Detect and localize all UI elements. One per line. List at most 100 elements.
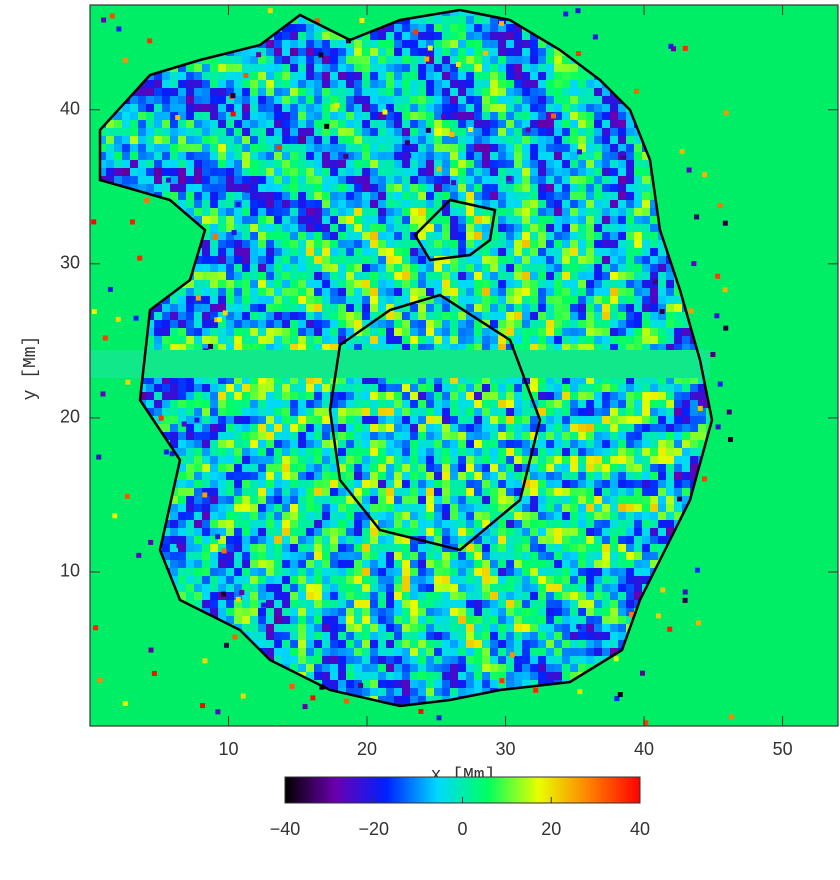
texture-cell: [146, 128, 154, 136]
texture-cell: [250, 232, 258, 240]
texture-cell: [154, 176, 162, 184]
texture-cell: [562, 128, 570, 136]
texture-cell: [250, 136, 258, 144]
texture-cell: [578, 336, 586, 344]
texture-cell: [194, 88, 202, 96]
texture-cell: [314, 192, 322, 200]
texture-cell: [338, 440, 346, 448]
texture-cell: [146, 80, 154, 88]
texture-cell: [570, 80, 578, 88]
texture-cell: [418, 400, 426, 408]
texture-cell: [658, 448, 666, 456]
texture-cell: [394, 400, 402, 408]
texture-cell: [626, 448, 634, 456]
texture-cell: [282, 128, 290, 136]
texture-cell: [618, 320, 626, 328]
texture-cell: [410, 200, 418, 208]
texture-cell: [434, 400, 442, 408]
texture-cell: [570, 392, 578, 400]
texture-cell: [594, 272, 602, 280]
texture-cell: [306, 168, 314, 176]
texture-cell: [282, 136, 290, 144]
texture-cell: [370, 64, 378, 72]
texture-cell: [410, 408, 418, 416]
texture-cell: [354, 464, 362, 472]
texture-cell: [490, 264, 498, 272]
texture-cell: [506, 224, 514, 232]
texture-cell: [450, 136, 458, 144]
texture-cell: [170, 72, 178, 80]
texture-cell: [474, 448, 482, 456]
texture-cell: [314, 224, 322, 232]
texture-cell: [594, 440, 602, 448]
texture-cell: [202, 144, 210, 152]
texture-cell: [530, 56, 538, 64]
texture-cell: [266, 312, 274, 320]
texture-cell: [282, 384, 290, 392]
texture-cell: [290, 400, 298, 408]
texture-cell: [338, 120, 346, 128]
texture-cell: [578, 72, 586, 80]
texture-cell: [258, 432, 266, 440]
texture-cell: [650, 216, 658, 224]
texture-cell: [130, 128, 138, 136]
texture-cell: [338, 64, 346, 72]
texture-cell: [554, 200, 562, 208]
texture-cell: [466, 168, 474, 176]
texture-cell: [314, 96, 322, 104]
texture-cell: [482, 40, 490, 48]
texture-cell: [602, 200, 610, 208]
texture-cell: [570, 296, 578, 304]
texture-cell: [466, 216, 474, 224]
texture-cell: [282, 104, 290, 112]
texture-cell: [610, 184, 618, 192]
texture-cell: [130, 120, 138, 128]
texture-cell: [274, 432, 282, 440]
texture-cell: [426, 240, 434, 248]
texture-cell: [362, 416, 370, 424]
texture-cell: [194, 480, 202, 488]
texture-cell: [586, 456, 594, 464]
texture-cell: [306, 120, 314, 128]
texture-cell: [354, 104, 362, 112]
texture-cell: [362, 408, 370, 416]
texture-cell: [578, 160, 586, 168]
texture-cell: [234, 288, 242, 296]
texture-cell: [530, 208, 538, 216]
texture-cell: [418, 160, 426, 168]
texture-cell: [314, 120, 322, 128]
texture-cell: [242, 200, 250, 208]
texture-cell: [226, 464, 234, 472]
texture-cell: [218, 152, 226, 160]
texture-cell: [226, 392, 234, 400]
texture-cell: [178, 192, 186, 200]
texture-cell: [554, 96, 562, 104]
texture-cell: [458, 160, 466, 168]
texture-cell: [482, 384, 490, 392]
texture-cell: [498, 312, 506, 320]
texture-cell: [218, 200, 226, 208]
texture-cell: [674, 408, 682, 416]
texture-cell: [554, 136, 562, 144]
texture-cell: [586, 128, 594, 136]
texture-cell: [210, 128, 218, 136]
texture-cell: [538, 448, 546, 456]
texture-cell: [442, 176, 450, 184]
texture-cell: [338, 448, 346, 456]
texture-cell: [514, 296, 522, 304]
texture-cell: [218, 448, 226, 456]
texture-cell: [162, 184, 170, 192]
texture-cell: [450, 40, 458, 48]
texture-cell: [250, 216, 258, 224]
texture-cell: [306, 96, 314, 104]
texture-cell: [274, 408, 282, 416]
texture-cell: [594, 464, 602, 472]
texture-cell: [330, 64, 338, 72]
texture-cell: [370, 488, 378, 496]
texture-cell: [594, 320, 602, 328]
texture-cell: [546, 448, 554, 456]
texture-cell: [290, 224, 298, 232]
texture-cell: [506, 80, 514, 88]
texture-cell: [378, 32, 386, 40]
texture-cell: [322, 80, 330, 88]
